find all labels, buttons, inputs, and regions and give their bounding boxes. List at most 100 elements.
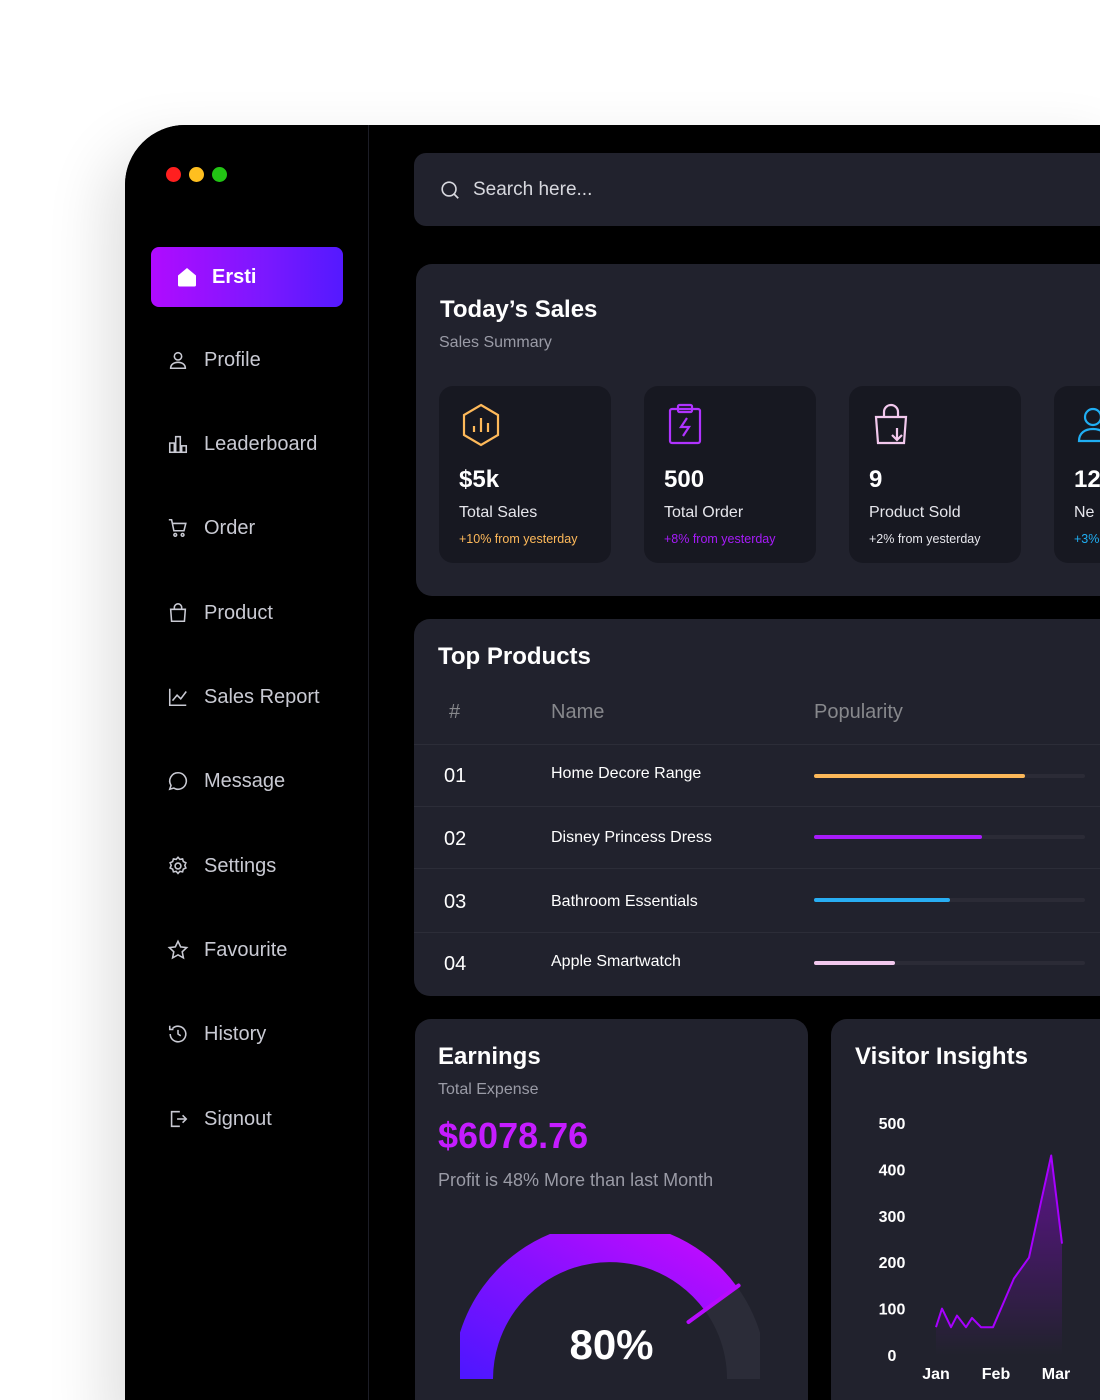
sidebar-item-ersti[interactable]: Ersti: [151, 247, 343, 307]
bag-icon: [169, 603, 187, 623]
stat-value: 500: [664, 466, 705, 493]
line-chart-icon: [168, 688, 187, 707]
home-icon: [178, 268, 196, 287]
row-name: Apple Smartwatch: [551, 953, 681, 970]
sidebar-item-label: Message: [204, 769, 286, 792]
series-line: [935, 1154, 1063, 1329]
top-products-card: Top Products # Name Popularity 01 Home D…: [414, 619, 1100, 996]
stat-change: +3%: [1074, 532, 1100, 546]
todays-sales-card: Today’s Sales Sales Summary $5k Total Sa…: [416, 264, 1100, 596]
sidebar-item-label: Signout: [204, 1107, 272, 1130]
series-area: [936, 1155, 1062, 1355]
row-rank: 03: [444, 891, 467, 913]
y-tick-label: 200: [879, 1255, 906, 1272]
star-icon: [167, 939, 189, 960]
y-tick-label: 0: [888, 1348, 897, 1365]
sidebar-item-label: Sales Report: [204, 685, 320, 708]
popularity-track: [814, 835, 1085, 839]
minimize-window-dot[interactable]: [189, 167, 204, 182]
stat-label: Total Sales: [459, 504, 538, 521]
popularity-bar: [814, 961, 896, 965]
table-row[interactable]: 04 Apple Smartwatch: [414, 933, 1100, 995]
search-bar[interactable]: Search here...: [414, 153, 1100, 226]
stat-value: 12: [1074, 466, 1100, 493]
card-title: Top Products: [438, 643, 591, 670]
popularity-track: [814, 774, 1085, 778]
card-subtitle: Total Expense: [438, 1081, 539, 1098]
sidebar-item-leaderboard[interactable]: Leaderboard: [167, 428, 317, 460]
row-name: Home Decore Range: [551, 765, 702, 782]
sidebar-item-label: Profile: [204, 348, 261, 371]
sidebar-item-order[interactable]: Order: [167, 512, 255, 544]
earnings-amount: $6078.76: [438, 1115, 589, 1156]
sidebar-item-label: Settings: [204, 854, 277, 877]
row-name: Disney Princess Dress: [551, 829, 712, 846]
stat-value: 9: [869, 466, 883, 493]
sidebar-item-label: Favourite: [204, 938, 288, 961]
popularity-track: [814, 898, 1085, 902]
sidebar-item-signout[interactable]: Signout: [167, 1103, 272, 1135]
sidebar-item-settings[interactable]: Settings: [167, 850, 276, 882]
y-tick-label: 500: [879, 1116, 906, 1133]
maximize-window-dot[interactable]: [212, 167, 227, 182]
sidebar-item-profile[interactable]: Profile: [167, 344, 261, 376]
cart-icon: [168, 518, 187, 538]
table-row[interactable]: 02 Disney Princess Dress: [414, 807, 1100, 869]
table-row[interactable]: 01 Home Decore Range: [414, 745, 1100, 807]
chart-hexagon-icon: [462, 403, 500, 447]
search-icon: [441, 180, 459, 199]
stat-card-new-customers[interactable]: 12 Ne +3%: [1054, 386, 1100, 563]
stat-change: +8% from yesterday: [664, 532, 776, 546]
column-header-name: Name: [551, 701, 605, 723]
message-icon: [168, 771, 188, 791]
stat-card-product-sold[interactable]: 9 Product Sold +2% from yesterday: [849, 386, 1021, 563]
sidebar-item-message[interactable]: Message: [167, 765, 285, 797]
user-icon: [169, 351, 187, 370]
card-title: Visitor Insights: [855, 1043, 1028, 1070]
sidebar-item-label: History: [204, 1022, 267, 1045]
stat-card-total-sales[interactable]: $5k Total Sales +10% from yesterday: [439, 386, 611, 563]
stat-label: Product Sold: [869, 504, 961, 521]
stat-card-total-order[interactable]: 500 Total Order +8% from yesterday: [644, 386, 816, 563]
popularity-bar: [814, 898, 950, 902]
row-divider: [414, 744, 1100, 745]
gauge-value: 80%: [569, 1321, 654, 1368]
visitor-insights-card: Visitor Insights 500 400 300 200 100 0 Jan Feb M…: [831, 1019, 1100, 1400]
card-subtitle: Sales Summary: [439, 334, 552, 351]
leaderboard-icon: [168, 435, 188, 454]
y-tick-label: 100: [879, 1302, 906, 1319]
earnings-card: Earnings Total Expense $6078.76 Profit i…: [415, 1019, 808, 1400]
signout-icon: [170, 1110, 188, 1128]
row-divider: [414, 932, 1100, 933]
stat-label: Ne: [1074, 504, 1095, 521]
popularity-track: [814, 961, 1085, 965]
popularity-bar: [814, 774, 1026, 778]
app-window: Ersti Profile Leaderboard Order Product …: [125, 125, 1100, 1400]
row-divider: [414, 806, 1100, 807]
sidebar-item-history[interactable]: History: [167, 1018, 266, 1050]
card-title: Earnings: [438, 1043, 541, 1070]
stat-change: +2% from yesterday: [869, 532, 981, 546]
history-icon: [168, 1025, 187, 1043]
sidebar-item-label: Ersti: [212, 265, 257, 288]
gear-icon: [169, 856, 187, 875]
sidebar-item-product[interactable]: Product: [167, 597, 273, 629]
gauge-fill: [460, 1234, 737, 1380]
stat-change: +10% from yesterday: [459, 532, 578, 546]
sidebar-item-label: Product: [204, 601, 273, 624]
sidebar-item-label: Leaderboard: [204, 432, 318, 455]
sidebar-item-label: Order: [204, 516, 256, 539]
search-input[interactable]: Search here...: [473, 178, 593, 200]
stat-label: Total Order: [664, 504, 744, 521]
user-add-icon: [1077, 407, 1100, 443]
close-window-dot[interactable]: [166, 167, 181, 182]
window-controls: [166, 167, 227, 182]
sidebar-item-favourite[interactable]: Favourite: [167, 934, 287, 966]
x-tick-label: Jan: [922, 1366, 950, 1383]
card-title: Today’s Sales: [440, 296, 598, 323]
row-name: Bathroom Essentials: [551, 893, 698, 910]
column-header-popularity: Popularity: [814, 701, 903, 723]
sidebar-item-sales-report[interactable]: Sales Report: [167, 681, 320, 713]
table-row[interactable]: 03 Bathroom Essentials: [414, 869, 1100, 931]
row-rank: 01: [444, 765, 467, 787]
